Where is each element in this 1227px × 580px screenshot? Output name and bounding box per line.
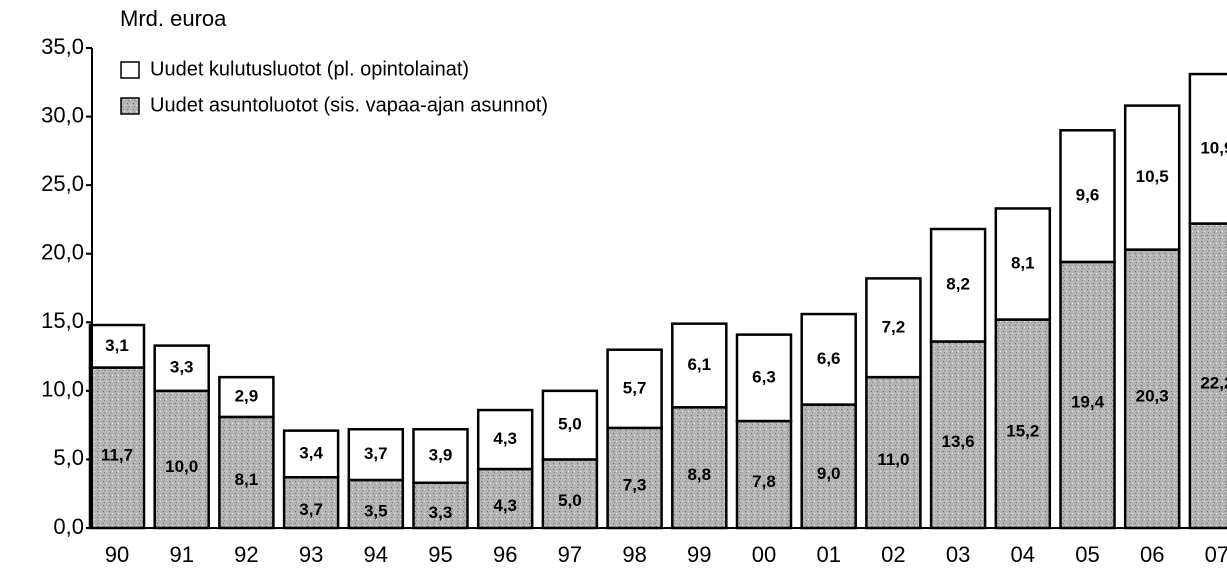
value-label: 5,0 — [558, 491, 582, 510]
bar-segment — [994, 318, 1052, 530]
value-label: 11,7 — [101, 445, 133, 464]
value-label: 6,6 — [817, 349, 841, 368]
legend-label: Uudet asuntoluotot (sis. vapaa-ajan asun… — [150, 94, 548, 116]
bar-segment — [88, 323, 146, 369]
y-tick-label: 5,0 — [53, 445, 84, 470]
value-label: 3,9 — [429, 445, 453, 464]
value-label: 8,1 — [1011, 253, 1035, 272]
value-label: 10,5 — [1136, 167, 1169, 186]
bar-segment — [929, 340, 987, 530]
bar-segment — [671, 406, 728, 530]
bar-segment — [412, 428, 469, 484]
value-label: 3,7 — [364, 444, 388, 463]
bar-segment — [865, 277, 922, 379]
x-tick-label: 06 — [1140, 542, 1164, 567]
bar-segment — [800, 403, 857, 530]
bar-segment — [541, 389, 599, 461]
x-tick-label: 90 — [105, 542, 129, 567]
x-tick-label: 07 — [1205, 542, 1227, 567]
value-label: 13,6 — [942, 432, 975, 451]
value-label: 5,0 — [558, 415, 582, 434]
value-label: 8,8 — [687, 465, 711, 484]
value-label: 4,3 — [493, 496, 517, 515]
x-tick-label: 95 — [428, 542, 452, 567]
value-label: 4,3 — [493, 429, 517, 448]
x-tick-label: 92 — [234, 542, 258, 567]
value-label: 2,9 — [235, 387, 259, 406]
value-label: 3,4 — [299, 443, 323, 462]
x-tick-label: 96 — [493, 542, 517, 567]
x-tick-label: 98 — [622, 542, 646, 567]
value-label: 20,3 — [1136, 386, 1169, 405]
value-label: 7,2 — [882, 317, 906, 336]
bar-segment — [476, 408, 534, 471]
y-axis-label: Mrd. euroa — [120, 6, 227, 31]
bar-segment — [800, 312, 857, 406]
value-label: 8,1 — [235, 470, 259, 489]
x-tick-label: 04 — [1011, 542, 1035, 567]
bar-segment — [671, 322, 728, 409]
bar-segment — [994, 207, 1052, 321]
bar-segment — [347, 428, 405, 482]
value-label: 3,3 — [170, 358, 194, 377]
x-tick-label: 94 — [364, 542, 388, 567]
value-label: 7,8 — [752, 472, 776, 491]
bar-segment — [1188, 222, 1227, 530]
y-tick-label: 15,0 — [41, 308, 84, 333]
y-tick-label: 30,0 — [41, 102, 84, 127]
x-tick-label: 05 — [1075, 542, 1099, 567]
bar-segment — [88, 366, 146, 530]
bar-segment — [1059, 129, 1116, 264]
x-tick-label: 01 — [816, 542, 840, 567]
bar-segment — [153, 344, 210, 393]
value-label: 6,3 — [752, 367, 776, 386]
value-label: 8,2 — [946, 275, 970, 294]
value-label: 6,1 — [687, 355, 711, 374]
x-tick-label: 97 — [558, 542, 582, 567]
value-label: 9,6 — [1076, 186, 1100, 205]
x-tick-label: 00 — [752, 542, 776, 567]
x-tick-label: 99 — [687, 542, 711, 567]
x-tick-label: 03 — [946, 542, 970, 567]
value-label: 10,0 — [165, 457, 198, 476]
value-label: 3,7 — [299, 500, 323, 519]
bar-segment — [735, 333, 793, 423]
y-tick-label: 10,0 — [41, 377, 84, 402]
value-label: 3,1 — [105, 336, 129, 355]
legend-swatch — [120, 61, 140, 79]
value-label: 15,2 — [1006, 421, 1039, 440]
bar-segment — [1123, 104, 1181, 251]
x-tick-label: 91 — [169, 542, 193, 567]
y-tick-label: 25,0 — [41, 171, 84, 196]
y-tick-label: 0,0 — [53, 514, 84, 539]
bar-segment — [606, 426, 663, 530]
bar-segment — [929, 227, 987, 343]
value-label: 9,0 — [817, 464, 841, 483]
x-tick-label: 02 — [881, 542, 905, 567]
value-label: 3,3 — [429, 503, 453, 522]
legend-label: Uudet kulutusluotot (pl. opintolainat) — [150, 58, 469, 80]
bar-segment — [282, 429, 340, 479]
value-label: 22,2 — [1200, 373, 1227, 392]
value-label: 10,9 — [1200, 138, 1227, 157]
value-label: 3,5 — [364, 501, 388, 520]
value-label: 11,0 — [877, 450, 909, 469]
legend-swatch — [120, 97, 140, 115]
value-label: 5,7 — [623, 378, 647, 397]
bar-segment — [1188, 72, 1227, 225]
bar-segment — [606, 348, 663, 430]
bar-segment — [218, 375, 275, 419]
x-tick-label: 93 — [299, 542, 323, 567]
value-label: 19,4 — [1071, 392, 1105, 411]
y-tick-label: 35,0 — [41, 34, 84, 59]
value-label: 7,3 — [623, 475, 647, 494]
y-tick-label: 20,0 — [41, 240, 84, 265]
